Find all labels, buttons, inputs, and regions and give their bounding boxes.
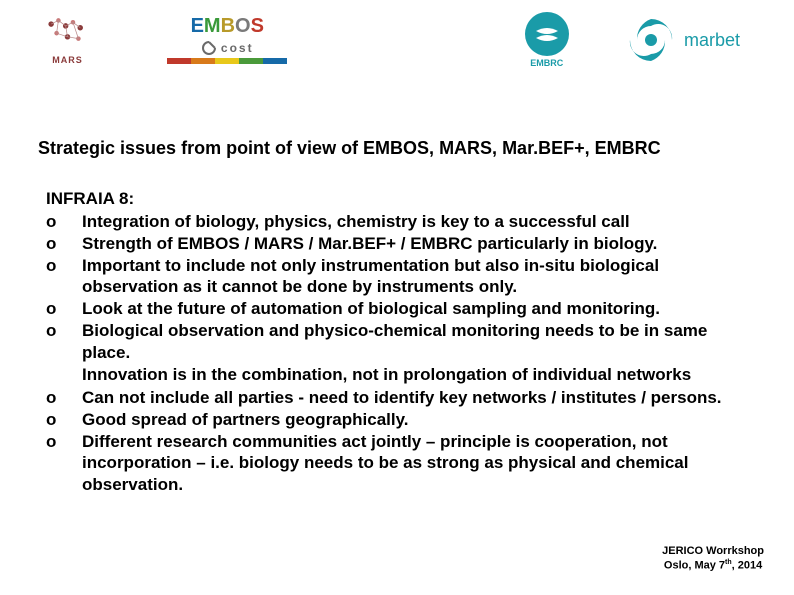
bullet-list-1: oIntegration of biology, physics, chemis…: [46, 211, 746, 363]
logo-embrc: EMBRC: [517, 12, 577, 68]
logo-bar: MARS EMBOS cost EMBRC: [0, 0, 794, 78]
bullet-text: Important to include not only instrument…: [82, 255, 746, 299]
bullet-item: oIntegration of biology, physics, chemis…: [46, 211, 746, 233]
footer-line1: JERICO Worrkshop: [662, 545, 764, 559]
logo-marbet: marbet: [624, 13, 774, 67]
bullet-item: oCan not include all parties - need to i…: [46, 387, 746, 409]
content-block: INFRAIA 8: oIntegration of biology, phys…: [46, 189, 746, 496]
bullet-item: oStrength of EMBOS / MARS / Mar.BEF+ / E…: [46, 233, 746, 255]
marbet-icon: [624, 13, 678, 67]
bullet-text: Biological observation and physico-chemi…: [82, 320, 746, 364]
cost-icon: [201, 40, 217, 56]
bullet-marker: o: [46, 211, 82, 233]
content-heading: INFRAIA 8:: [46, 189, 746, 209]
bullet-text: Strength of EMBOS / MARS / Mar.BEF+ / EM…: [82, 233, 746, 255]
cost-bar: [167, 58, 287, 64]
footer: JERICO Worrkshop Oslo, May 7th, 2014: [662, 545, 764, 573]
footer-line2: Oslo, May 7th, 2014: [662, 559, 764, 573]
bullet-marker: o: [46, 298, 82, 320]
bullet-marker: o: [46, 431, 82, 496]
bullet-marker: o: [46, 255, 82, 299]
bullet-marker: o: [46, 233, 82, 255]
bullet-text: Different research communities act joint…: [82, 431, 746, 496]
bullet-item: oBiological observation and physico-chem…: [46, 320, 746, 364]
bullet-item: oDifferent research communities act join…: [46, 431, 746, 496]
embrc-icon: [525, 12, 569, 56]
embos-word: EMBOS: [191, 16, 264, 36]
bullet-item: oLook at the future of automation of bio…: [46, 298, 746, 320]
logo-mars: MARS: [20, 15, 115, 65]
bullet-text: Can not include all parties - need to id…: [82, 387, 746, 409]
bullet-item: oGood spread of partners geographically.: [46, 409, 746, 431]
innovation-line: Innovation is in the combination, not in…: [82, 363, 746, 387]
bullet-marker: o: [46, 387, 82, 409]
marbet-label: marbet: [684, 30, 740, 51]
bullet-marker: o: [46, 320, 82, 364]
mars-icon: [40, 15, 95, 55]
bullet-item: oImportant to include not only instrumen…: [46, 255, 746, 299]
bullet-text: Integration of biology, physics, chemist…: [82, 211, 746, 233]
cost-row: cost: [201, 40, 254, 56]
bullet-marker: o: [46, 409, 82, 431]
cost-label: cost: [221, 41, 254, 55]
slide-title: Strategic issues from point of view of E…: [38, 138, 794, 159]
mars-label: MARS: [52, 55, 83, 65]
embrc-label: EMBRC: [530, 58, 563, 68]
bullet-text: Look at the future of automation of biol…: [82, 298, 746, 320]
logo-embos: EMBOS cost: [162, 16, 292, 64]
bullet-text: Good spread of partners geographically.: [82, 409, 746, 431]
bullet-list-2: oCan not include all parties - need to i…: [46, 387, 746, 496]
